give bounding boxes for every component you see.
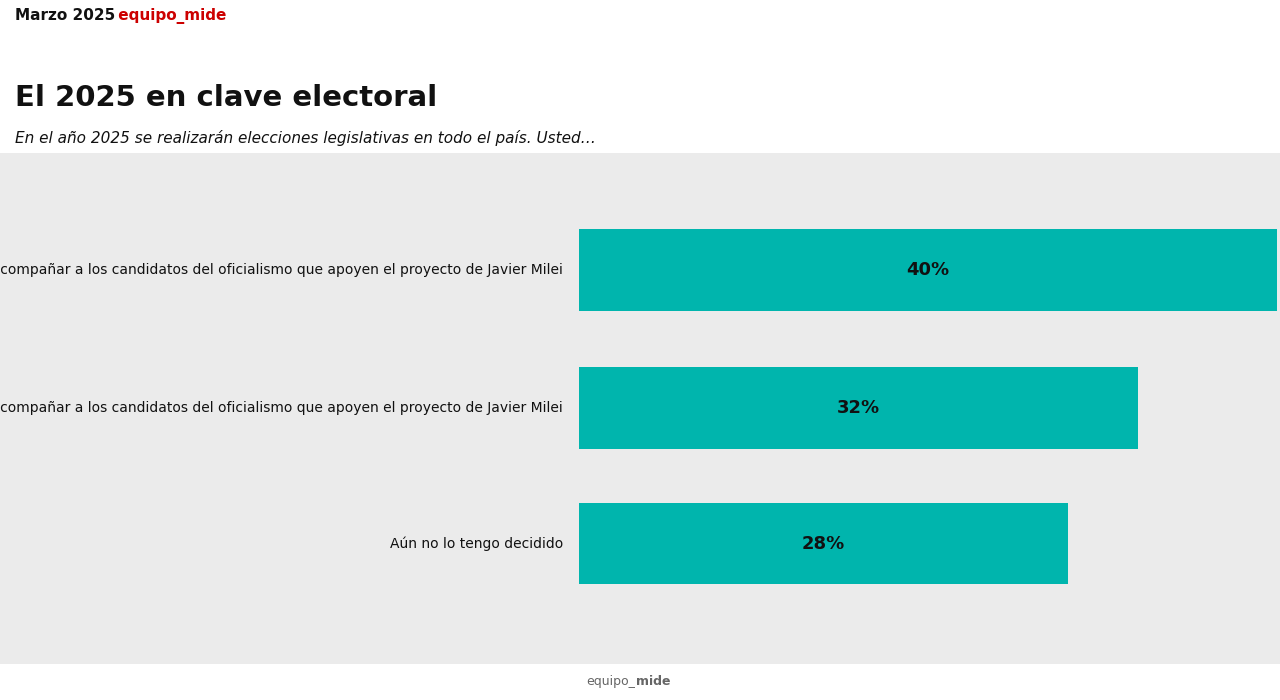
Text: En el año 2025 se realizarán elecciones legislativas en todo el país. Usted…: En el año 2025 se realizarán elecciones … bbox=[15, 130, 596, 146]
Text: No voy a acompañar a los candidatos del oficialismo que apoyen el proyecto de Ja: No voy a acompañar a los candidatos del … bbox=[0, 263, 563, 277]
Text: 40%: 40% bbox=[906, 261, 950, 279]
Text: equipo_mide: equipo_mide bbox=[113, 8, 227, 24]
Text: Marzo 2025: Marzo 2025 bbox=[15, 8, 115, 23]
FancyBboxPatch shape bbox=[579, 503, 1068, 584]
Text: 32%: 32% bbox=[837, 399, 879, 417]
Text: Voy a acompañar a los candidatos del oficialismo que apoyen el proyecto de Javie: Voy a acompañar a los candidatos del ofi… bbox=[0, 401, 563, 415]
Text: El 2025 en clave electoral: El 2025 en clave electoral bbox=[15, 84, 438, 112]
FancyBboxPatch shape bbox=[579, 230, 1277, 311]
Text: Aún no lo tengo decidido: Aún no lo tengo decidido bbox=[390, 536, 563, 551]
Text: mide: mide bbox=[635, 676, 669, 688]
FancyBboxPatch shape bbox=[579, 368, 1138, 449]
Text: equipo_: equipo_ bbox=[586, 676, 635, 688]
Text: 28%: 28% bbox=[801, 535, 845, 552]
